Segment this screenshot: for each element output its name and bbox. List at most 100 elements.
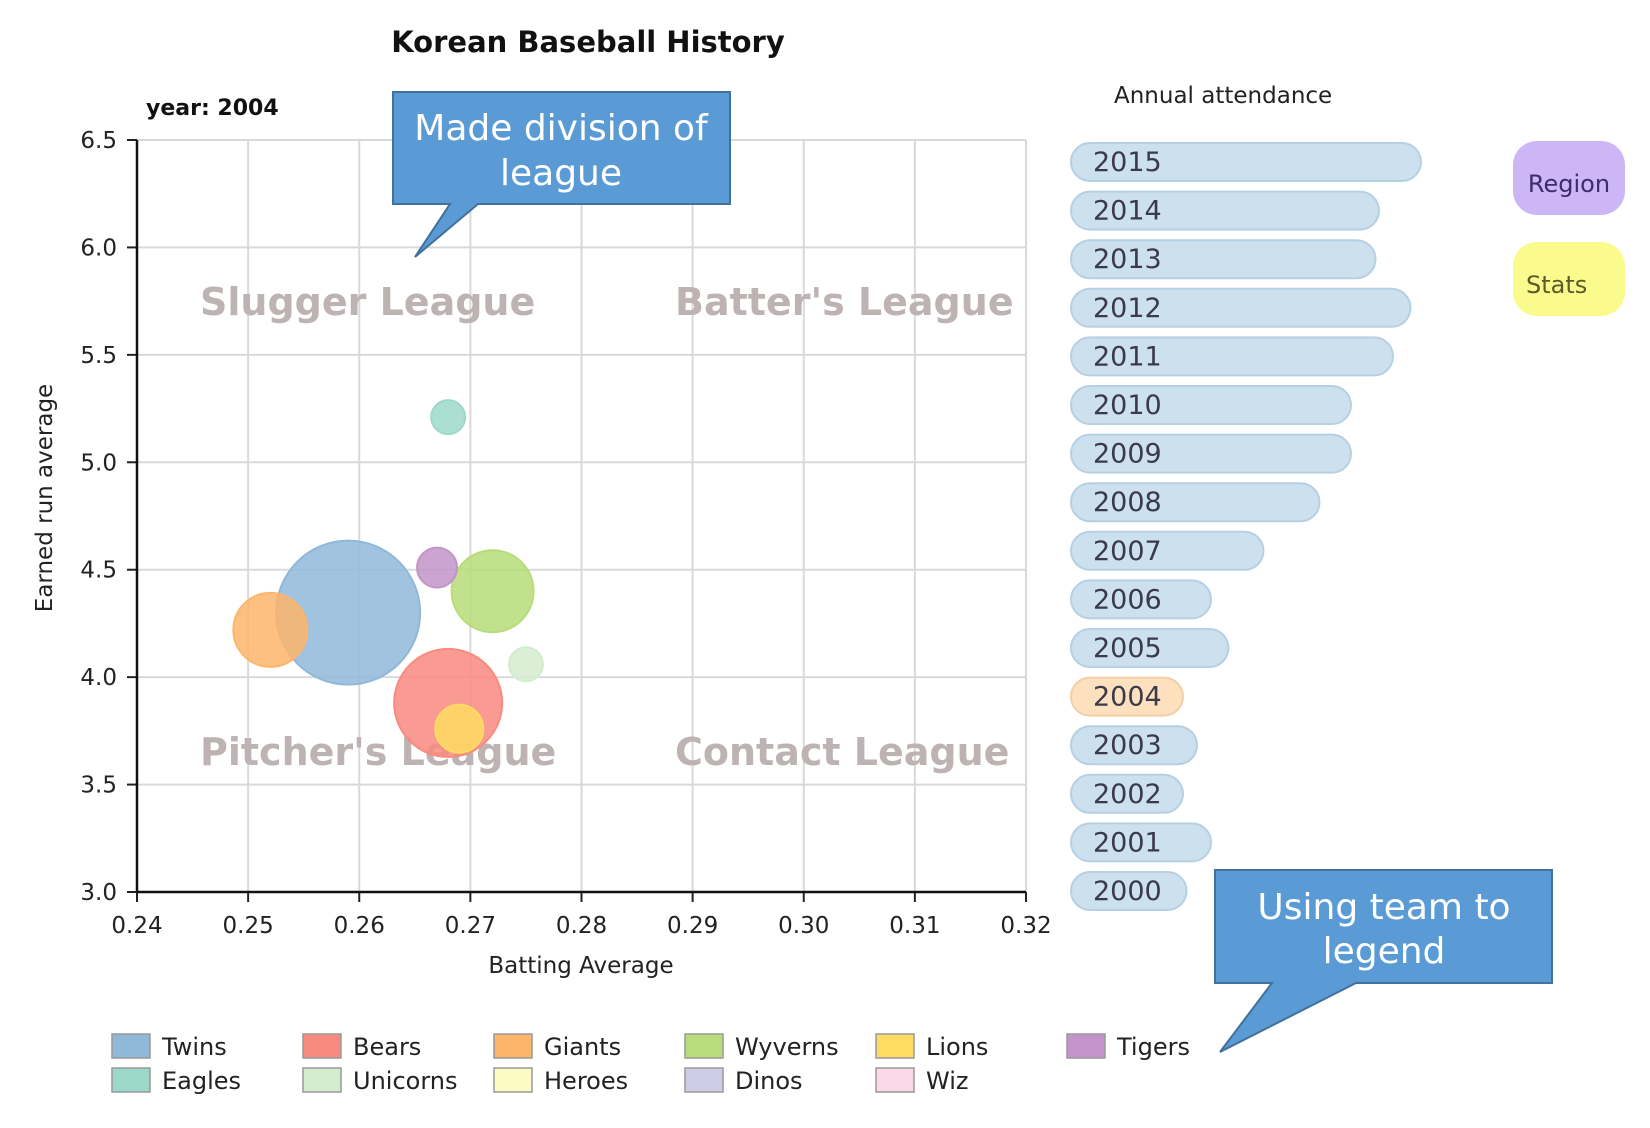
attendance-bar-label: 2005 — [1093, 633, 1162, 664]
attendance-bar-rect — [1070, 433, 1352, 474]
attendance-bar-2005[interactable]: 2005 — [1070, 628, 1230, 668]
legend-callout-line-2: legend — [1323, 931, 1446, 972]
attendance-bar-label: 2015 — [1093, 147, 1162, 178]
attendance-bar-rect — [1070, 530, 1265, 571]
attendance-bar-2015[interactable]: 2015 — [1070, 142, 1422, 182]
division-callout-line-2: league — [500, 153, 622, 194]
attendance-bar-2014[interactable]: 2014 — [1070, 190, 1380, 231]
attendance-bar-label: 2004 — [1093, 682, 1162, 713]
attendance-bar-2009[interactable]: 2009 — [1070, 433, 1352, 474]
legend-item-giants[interactable]: Giants — [493, 1033, 621, 1061]
y-tick-label: 3.0 — [80, 880, 117, 906]
attendance-bar-rect — [1070, 628, 1230, 668]
attendance-bar-2006[interactable]: 2006 — [1070, 579, 1212, 620]
legend-item-wiz[interactable]: Wiz — [875, 1067, 968, 1095]
legend-label: Lions — [926, 1033, 988, 1061]
legend-swatch — [111, 1067, 151, 1093]
attendance-bar-label: 2013 — [1093, 244, 1162, 275]
attendance-bar-rect — [1070, 773, 1184, 814]
legend-label: Eagles — [162, 1067, 241, 1095]
attendance-bar-rect — [1070, 142, 1422, 182]
attendance-bar-2000[interactable]: 2000 — [1070, 871, 1188, 911]
attendance-bar-rect — [1070, 287, 1412, 328]
region-button[interactable]: Region — [1513, 141, 1625, 215]
attendance-bar-2012[interactable]: 2012 — [1070, 287, 1412, 328]
legend-swatch — [875, 1067, 915, 1093]
attendance-bar-label: 2002 — [1093, 779, 1162, 810]
legend-item-dinos[interactable]: Dinos — [684, 1067, 803, 1095]
legend-item-tigers[interactable]: Tigers — [1066, 1033, 1190, 1061]
legend-item-unicorns[interactable]: Unicorns — [302, 1067, 457, 1095]
bubble-giants[interactable] — [232, 591, 309, 668]
x-tick-label: 0.29 — [667, 913, 718, 939]
attendance-bar-rect — [1070, 822, 1212, 863]
attendance-bar-2011[interactable]: 2011 — [1070, 336, 1394, 377]
x-tick-label: 0.25 — [223, 913, 274, 939]
attendance-title: Annual attendance — [1114, 83, 1332, 109]
legend-swatch — [493, 1033, 533, 1059]
bubble-eagles[interactable] — [430, 399, 467, 436]
legend-swatch — [875, 1033, 915, 1059]
grid — [137, 139, 1027, 892]
quadrant-label-batter: Batter's League — [675, 280, 1014, 324]
attendance-bar-rect — [1070, 239, 1377, 280]
attendance-bar-2003[interactable]: 2003 — [1070, 725, 1198, 766]
attendance-bar-rect — [1070, 336, 1394, 377]
legend-callout-line-1: Using team to — [1257, 887, 1510, 928]
y-tick-label: 6.5 — [80, 128, 117, 154]
attendance-bar-2001[interactable]: 2001 — [1070, 822, 1212, 863]
legend-swatch — [684, 1033, 724, 1059]
legend-item-eagles[interactable]: Eagles — [111, 1067, 241, 1095]
legend-label: Wyverns — [735, 1033, 839, 1061]
attendance-bar-label: 2014 — [1093, 196, 1162, 227]
x-tick-label: 0.31 — [889, 913, 940, 939]
legend-swatch — [111, 1033, 151, 1059]
attendance-bar-rect — [1070, 482, 1321, 523]
year-label: year: 2004 — [146, 96, 279, 121]
legend-label: Heroes — [544, 1067, 628, 1095]
attendance-bar-2004[interactable]: 2004 — [1070, 676, 1184, 717]
legend-item-lions[interactable]: Lions — [875, 1033, 988, 1061]
axes: 0.24 0.25 0.26 0.27 0.28 0.29 0.30 0.31 0.32 3.0 3… — [80, 128, 1051, 939]
bubble-unicorns[interactable] — [507, 646, 544, 683]
division-callout: Made division of league — [392, 91, 731, 258]
x-tick-label: 0.24 — [111, 913, 162, 939]
stats-button[interactable]: Stats — [1513, 242, 1625, 316]
attendance-bar-2010[interactable]: 2010 — [1070, 385, 1352, 425]
y-tick-label: 6.0 — [80, 235, 117, 261]
legend-callout: Using team to legend — [1214, 869, 1553, 1053]
division-callout-line-1: Made division of — [414, 108, 709, 149]
y-tick-label: 4.5 — [80, 558, 117, 584]
legend-item-bears[interactable]: Bears — [302, 1033, 421, 1061]
legend-item-heroes[interactable]: Heroes — [493, 1067, 628, 1095]
legend-label: Giants — [544, 1033, 621, 1061]
bubble-wyverns[interactable] — [450, 549, 535, 634]
attendance-bar-2013[interactable]: 2013 — [1070, 239, 1377, 280]
legend-swatch — [302, 1033, 342, 1059]
bubble-lions[interactable] — [434, 703, 485, 754]
attendance-bar-2008[interactable]: 2008 — [1070, 482, 1321, 523]
legend-swatch — [302, 1067, 342, 1093]
legend-item-wyverns[interactable]: Wyverns — [684, 1033, 839, 1061]
attendance-bar-label: 2011 — [1093, 341, 1162, 372]
attendance-bar-rect — [1070, 385, 1352, 425]
quadrant-label-contact: Contact League — [675, 730, 1009, 774]
legend-item-twins[interactable]: Twins — [111, 1033, 227, 1061]
attendance-bar-2007[interactable]: 2007 — [1070, 530, 1265, 571]
team-legend: Twins Bears Giants Wyverns Lions Tigers Eagles… — [111, 1033, 1190, 1095]
bubble-tigers[interactable] — [416, 546, 459, 589]
quadrant-labels: Slugger League Batter's League Pitcher's L… — [200, 280, 1014, 774]
y-tick-label: 3.5 — [80, 773, 117, 799]
legend-swatch — [684, 1067, 724, 1093]
legend-swatch — [493, 1067, 533, 1093]
attendance-bar-rect — [1070, 725, 1198, 766]
y-axis-label: Earned run average — [32, 384, 58, 612]
attendance-bar-2002[interactable]: 2002 — [1070, 773, 1184, 814]
attendance-bar-label: 2008 — [1093, 487, 1162, 518]
x-tick-label: 0.30 — [778, 913, 829, 939]
attendance-bar-rect — [1070, 579, 1212, 620]
x-tick-label: 0.26 — [334, 913, 385, 939]
legend-label: Bears — [353, 1033, 421, 1061]
attendance-bar-label: 2006 — [1093, 584, 1162, 615]
